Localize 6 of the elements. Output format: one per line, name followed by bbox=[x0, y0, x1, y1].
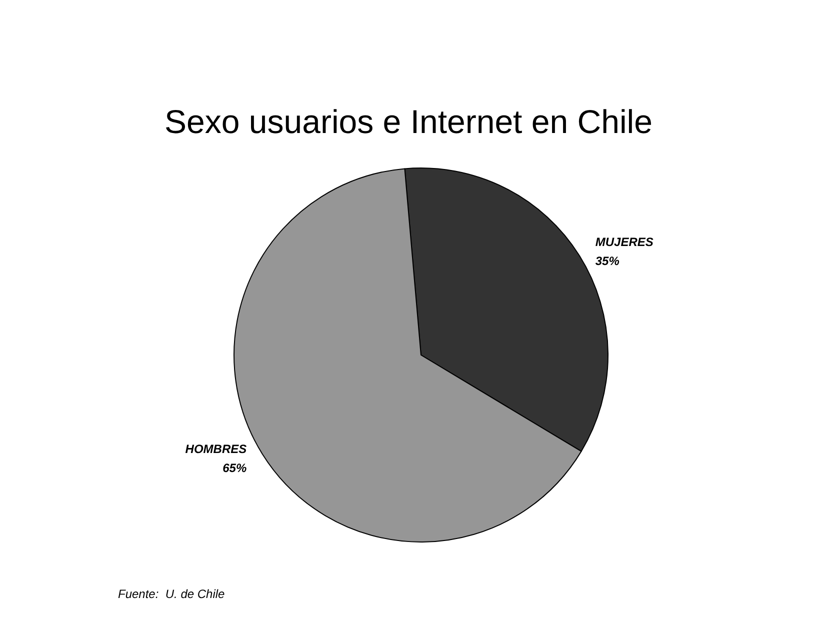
data-label: 35% bbox=[595, 254, 620, 268]
slice-label: HOMBRES bbox=[185, 442, 247, 456]
chart-title: Sexo usuarios e Internet en Chile bbox=[164, 103, 652, 140]
slice-label: MUJERES bbox=[595, 235, 654, 250]
data-label: 65% bbox=[222, 460, 247, 475]
source-note: Fuente: U. de Chile bbox=[118, 587, 226, 601]
